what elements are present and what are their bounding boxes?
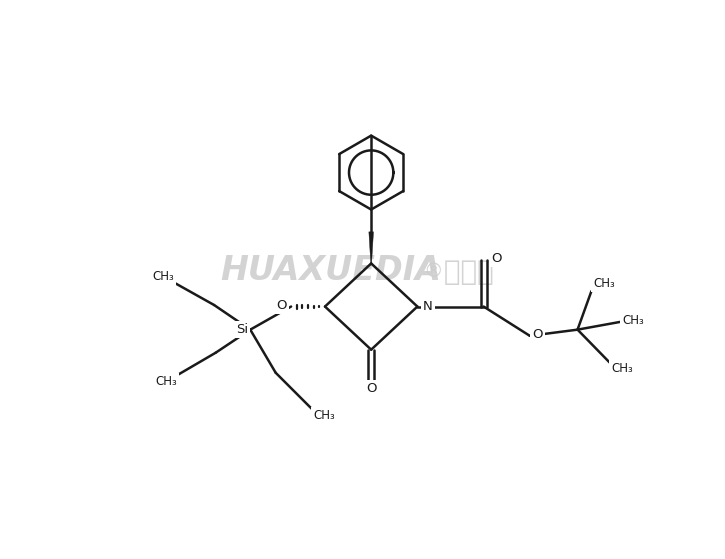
- Text: O: O: [492, 252, 502, 266]
- Text: N: N: [423, 300, 433, 313]
- Polygon shape: [369, 232, 373, 263]
- Text: O: O: [277, 299, 287, 312]
- Text: CH₃: CH₃: [313, 409, 335, 423]
- Text: 化学加: 化学加: [435, 258, 494, 286]
- Text: CH₃: CH₃: [622, 314, 644, 327]
- Text: O: O: [532, 328, 542, 341]
- Text: CH₃: CH₃: [611, 362, 633, 376]
- Text: Si: Si: [236, 323, 248, 336]
- Text: O: O: [366, 382, 376, 395]
- Text: CH₃: CH₃: [152, 270, 174, 283]
- Text: HUAXUEDIA: HUAXUEDIA: [220, 254, 442, 287]
- Text: CH₃: CH₃: [155, 375, 177, 388]
- Text: CH₃: CH₃: [593, 277, 615, 290]
- Text: ®: ®: [423, 262, 443, 281]
